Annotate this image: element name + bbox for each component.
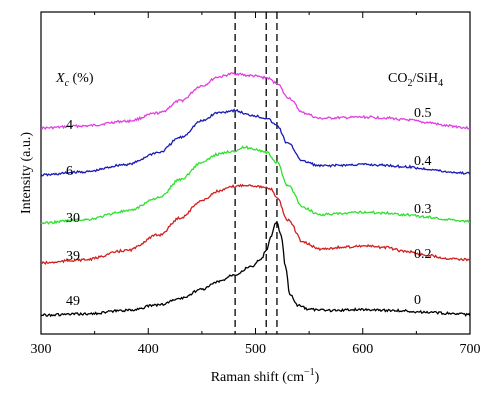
x-tick-label: 300	[31, 342, 52, 357]
series-line-0	[40, 72, 471, 130]
series-line-2	[40, 145, 471, 225]
y-axis-label: Intensity (a.u.)	[19, 132, 34, 214]
x-tick-label: 700	[460, 342, 481, 357]
right-column-header: CO2/SiH4	[388, 71, 443, 89]
plot-frame	[40, 11, 471, 335]
right-series-label: 0	[414, 293, 421, 308]
left-series-label: 4	[66, 118, 73, 133]
x-tick-label: 600	[352, 342, 373, 357]
left-series-label: 30	[66, 211, 80, 226]
x-axis-label: Raman shift (cm−1)	[211, 367, 320, 385]
x-tick-label: 400	[138, 342, 159, 357]
x-tick-label: 500	[245, 342, 266, 357]
left-series-label: 6	[66, 164, 73, 179]
left-series-label: 49	[66, 294, 80, 309]
left-series-label: 39	[66, 249, 80, 264]
right-series-label: 0.3	[414, 202, 432, 217]
series-line-1	[40, 108, 471, 177]
right-series-label: 0.4	[414, 154, 432, 169]
right-series-label: 0.5	[414, 106, 432, 121]
left-column-header: Xc (%)	[55, 71, 94, 89]
right-series-label: 0.2	[414, 247, 432, 262]
series-line-3	[40, 183, 471, 266]
series-line-4	[40, 221, 471, 318]
